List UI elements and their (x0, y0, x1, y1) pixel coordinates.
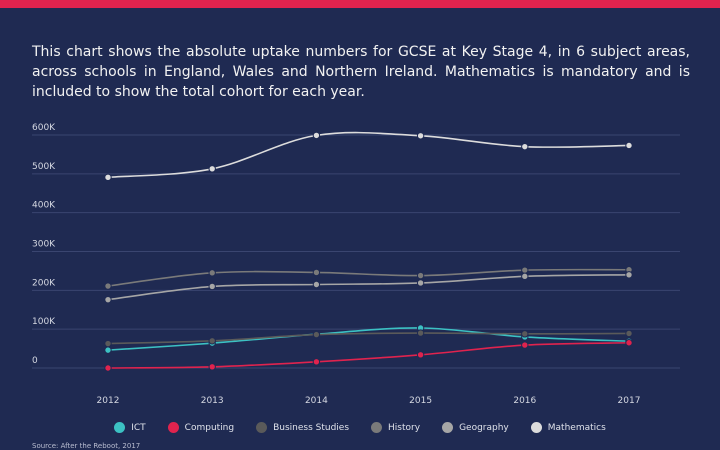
y-tick-label: 200K (32, 278, 56, 288)
data-point (104, 173, 112, 182)
series-geography (104, 271, 633, 304)
data-point (625, 329, 633, 338)
legend-item[interactable]: ICT (114, 422, 146, 433)
x-tick-label: 2012 (97, 396, 120, 406)
data-point (208, 337, 216, 345)
data-point (312, 330, 321, 339)
y-tick-label: 0 (32, 356, 38, 366)
legend-item[interactable]: History (371, 422, 420, 433)
legend-label: Mathematics (547, 422, 606, 433)
legend-swatch (371, 422, 383, 433)
legend-swatch (442, 422, 454, 433)
y-tick-label: 400K (32, 201, 56, 211)
data-point (104, 282, 112, 290)
legend-label: ICT (131, 422, 146, 433)
data-point (521, 330, 529, 338)
x-tick-label: 2016 (513, 396, 536, 406)
chart-legend: ICT Computing Business Studies History Geogr… (0, 422, 720, 433)
y-axis-ticks: 0 100K 200K 300K 400K 500K 600K (32, 123, 56, 366)
data-point (208, 282, 216, 291)
x-tick-label: 2015 (409, 396, 432, 406)
data-point (416, 351, 425, 359)
x-tick-label: 2014 (305, 396, 328, 406)
data-point (104, 364, 112, 372)
series-line (107, 332, 630, 345)
series-business-studies (104, 329, 633, 348)
legend-item[interactable]: Mathematics (530, 422, 606, 433)
legend-swatch (256, 422, 268, 433)
data-point (625, 141, 633, 150)
data-point (416, 271, 425, 280)
legend-label: History (388, 422, 421, 433)
data-point (312, 280, 321, 289)
series-mathematics (104, 131, 633, 182)
data-point (208, 269, 216, 277)
data-point (104, 339, 112, 348)
series-line (107, 341, 630, 369)
legend-item[interactable]: Business Studies (256, 422, 349, 433)
data-point (208, 165, 216, 173)
legend-label: Computing (184, 422, 235, 433)
y-tick-label: 100K (32, 317, 56, 327)
y-tick-label: 600K (32, 123, 56, 133)
legend-swatch (114, 422, 126, 433)
data-point (521, 341, 529, 349)
data-point (416, 329, 425, 337)
legend-swatch (167, 422, 179, 433)
data-point (416, 279, 425, 287)
legend-label: Business Studies (273, 422, 350, 433)
chart-series (104, 131, 633, 372)
y-tick-label: 300K (32, 240, 56, 250)
series-line (107, 131, 630, 179)
legend-swatch (530, 422, 542, 433)
legend-item[interactable]: Computing (167, 422, 235, 433)
series-computing (104, 339, 633, 372)
chart-description: This chart shows the absolute uptake num… (32, 44, 690, 100)
y-tick-label: 500K (32, 162, 56, 172)
data-point (625, 271, 633, 279)
x-tick-label: 2013 (201, 396, 224, 406)
data-point (208, 363, 216, 371)
data-point (312, 358, 321, 366)
data-point (521, 272, 529, 281)
series-line (107, 327, 630, 351)
data-point (104, 295, 112, 304)
data-point (312, 268, 321, 277)
data-point (625, 339, 633, 347)
legend-item[interactable]: Geography (442, 422, 509, 433)
top-accent-bar (0, 0, 720, 8)
series-history (104, 266, 633, 290)
data-point (312, 131, 321, 140)
data-point (104, 346, 112, 354)
source-note: Source: After the Reboot, 2017 (32, 442, 141, 450)
series-line (107, 268, 630, 287)
legend-label: Geography (459, 422, 509, 433)
x-tick-label: 2017 (618, 396, 641, 406)
data-point (521, 266, 529, 274)
data-point (521, 142, 529, 151)
x-axis-ticks: 2012 2013 2014 2015 2016 2017 (97, 396, 641, 406)
data-point (416, 132, 425, 140)
series-line (107, 274, 630, 301)
